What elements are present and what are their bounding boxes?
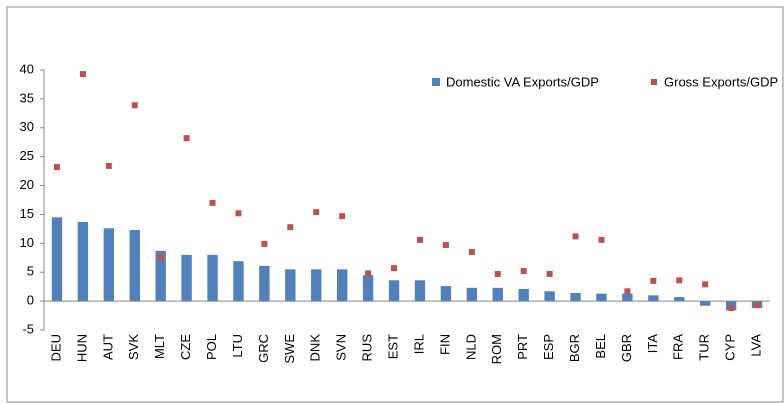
x-tick-label: ROM	[489, 334, 504, 364]
legend-label: Gross Exports/GDP	[664, 74, 778, 89]
x-tick-label: SWE	[282, 334, 297, 364]
bar	[622, 293, 633, 302]
bar	[51, 217, 63, 302]
x-tick-label: EST	[385, 334, 400, 359]
bar	[414, 280, 426, 302]
bar	[699, 301, 711, 306]
bar	[466, 287, 478, 302]
y-tick-label: 35	[20, 90, 34, 105]
marker	[468, 249, 475, 255]
marker	[261, 240, 268, 247]
y-tick-label: 25	[20, 148, 34, 163]
legend-swatch	[651, 79, 657, 85]
marker	[416, 236, 423, 243]
x-tick-label: SVN	[334, 334, 349, 361]
marker	[131, 102, 138, 109]
marker	[339, 213, 346, 220]
x-tick-label: FRA	[671, 334, 686, 360]
x-tick-label: TUR	[697, 334, 712, 361]
x-tick-label: PRT	[515, 334, 530, 360]
bar	[103, 228, 115, 302]
x-tick-label: AUT	[100, 334, 115, 360]
x-tick-label: BEL	[593, 334, 608, 359]
y-tick-label: 40	[20, 61, 34, 76]
bar	[596, 293, 607, 302]
bar	[77, 221, 89, 302]
x-tick-label: LVA	[748, 334, 763, 357]
bar	[388, 280, 400, 302]
x-tick-label: CZE	[178, 334, 193, 360]
marker	[650, 277, 657, 284]
marker	[494, 270, 501, 277]
y-tick-label: 15	[20, 206, 34, 221]
marker	[53, 164, 60, 171]
x-tick-label: BGR	[567, 334, 582, 362]
x-tick-label: GRC	[256, 334, 271, 363]
marker	[442, 242, 449, 249]
marker	[287, 224, 294, 231]
marker	[391, 265, 398, 272]
y-tick-label: -5	[22, 321, 34, 336]
marker	[313, 209, 320, 216]
y-tick-label: 10	[20, 235, 34, 250]
marker	[235, 210, 242, 217]
bar	[129, 230, 140, 302]
x-tick-label: DEU	[48, 334, 63, 361]
marker	[546, 270, 553, 277]
y-tick-label: 5	[27, 264, 34, 279]
legend-label: Domestic VA Exports/GDP	[446, 74, 599, 89]
y-tick-label: 0	[27, 293, 34, 308]
chart-border	[6, 6, 784, 403]
marker	[79, 71, 86, 78]
marker	[702, 281, 709, 288]
bar	[181, 254, 192, 302]
marker	[572, 233, 579, 240]
bar	[544, 291, 555, 302]
x-tick-label: ITA	[645, 334, 660, 354]
x-tick-label: MLT	[152, 334, 167, 359]
bar	[518, 288, 529, 302]
x-tick-label: SVK	[126, 334, 141, 360]
y-tick-label: 30	[20, 119, 34, 134]
bar	[336, 269, 348, 302]
marker	[728, 305, 735, 312]
x-tick-label: FIN	[437, 334, 452, 355]
x-tick-label: RUS	[360, 334, 375, 362]
bar	[570, 293, 581, 302]
bar	[233, 261, 244, 302]
x-tick-label: DNK	[308, 334, 323, 362]
marker	[598, 236, 605, 243]
bar	[259, 265, 270, 302]
x-tick-label: GBR	[619, 334, 634, 362]
bar	[207, 254, 218, 302]
bar	[674, 297, 685, 302]
x-tick-label: ESP	[541, 334, 556, 360]
marker	[157, 254, 164, 261]
bar	[362, 275, 374, 302]
bar	[155, 250, 166, 302]
bar	[285, 269, 296, 302]
marker	[676, 277, 683, 284]
bar	[648, 295, 659, 302]
marker	[183, 135, 190, 142]
marker	[365, 270, 372, 277]
x-tick-label: CYP	[723, 334, 738, 361]
legend-swatch	[432, 78, 440, 86]
x-tick-label: LTU	[230, 334, 245, 358]
x-tick-label: HUN	[74, 334, 89, 362]
marker	[520, 268, 527, 275]
y-tick-label: 20	[20, 177, 34, 192]
bar	[440, 286, 452, 302]
x-tick-label: POL	[204, 334, 219, 360]
bar	[311, 269, 322, 302]
bar	[492, 287, 503, 302]
marker	[105, 162, 112, 169]
marker	[754, 302, 761, 309]
x-tick-label: IRL	[411, 334, 426, 354]
marker	[624, 288, 631, 295]
x-tick-label: NLD	[463, 334, 478, 360]
marker	[209, 199, 216, 206]
